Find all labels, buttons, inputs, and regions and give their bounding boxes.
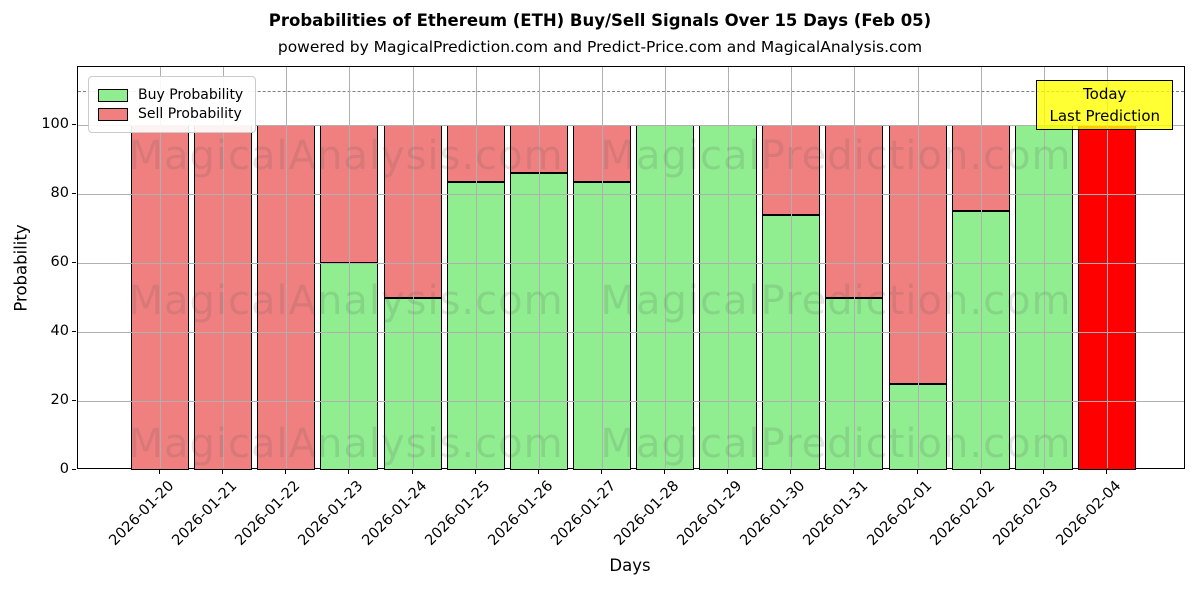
annotation-line-2: Last Prediction xyxy=(1049,107,1160,125)
x-tick-label-2026-01-31: 2026-01-31 xyxy=(800,478,872,549)
x-tick-label-2026-02-02: 2026-02-02 xyxy=(927,478,999,549)
legend-label-sell: Sell Probability xyxy=(138,106,242,122)
x-gridline-2026-01-31 xyxy=(854,67,856,468)
watermark-magicalanalysis-row1: MagicalAnalysis.com xyxy=(128,133,564,179)
x-gridline-2026-01-22 xyxy=(286,67,288,468)
x-tick-label-2026-01-26: 2026-01-26 xyxy=(485,478,557,549)
x-tick-mark-2026-01-30 xyxy=(790,470,792,474)
x-tick-mark-2026-02-02 xyxy=(979,470,981,474)
x-tick-label-2026-02-04: 2026-02-04 xyxy=(1053,478,1125,549)
x-tick-label-2026-02-03: 2026-02-03 xyxy=(990,478,1062,549)
x-gridline-2026-01-23 xyxy=(349,67,351,468)
x-gridline-2026-01-24 xyxy=(412,67,414,468)
x-tick-mark-2026-01-25 xyxy=(474,470,476,474)
sell-color-swatch xyxy=(98,107,128,121)
watermark-magicalanalysis-row2: MagicalAnalysis.com xyxy=(128,278,564,324)
x-tick-mark-2026-02-04 xyxy=(1105,470,1107,474)
y-tick-mark-60 xyxy=(72,262,76,263)
legend-entry-sell: Sell Probability xyxy=(98,106,243,122)
y-tick-mark-20 xyxy=(72,400,76,401)
x-tick-mark-2026-01-27 xyxy=(600,470,602,474)
x-tick-mark-2026-01-20 xyxy=(159,470,160,474)
plot-area: Buy Probability Sell Probability Today L… xyxy=(77,66,1185,470)
chart-title: Probabilities of Ethereum (ETH) Buy/Sell… xyxy=(268,11,932,30)
y-tick-mark-40 xyxy=(72,331,76,332)
x-tick-mark-2026-01-29 xyxy=(727,470,729,474)
x-tick-label-2026-01-29: 2026-01-29 xyxy=(674,478,746,549)
y-tick-mark-100 xyxy=(72,124,76,125)
x-tick-mark-2026-01-26 xyxy=(537,470,539,474)
x-gridline-2026-01-21 xyxy=(223,67,225,468)
x-tick-label-2026-01-24: 2026-01-24 xyxy=(358,478,430,549)
y-tick-label-40: 40 xyxy=(50,323,69,339)
x-gridline-2026-02-03 xyxy=(1043,67,1045,468)
x-tick-mark-2026-01-28 xyxy=(664,470,666,474)
y-gridline-40 xyxy=(78,332,1184,333)
watermark-magicalprediction-row1: MagicalPrediction.com xyxy=(600,133,1072,179)
x-tick-mark-2026-01-31 xyxy=(853,470,855,474)
x-tick-mark-2026-01-23 xyxy=(348,470,350,474)
x-tick-mark-2026-02-03 xyxy=(1042,470,1044,474)
x-gridline-2026-01-29 xyxy=(728,67,730,468)
today-last-prediction-label: Today Last Prediction xyxy=(1036,80,1173,130)
x-tick-label-2026-01-22: 2026-01-22 xyxy=(232,478,304,549)
y-gridline-60 xyxy=(78,263,1184,264)
x-gridline-2026-01-20 xyxy=(160,67,161,468)
watermark-magicalprediction-row2: MagicalPrediction.com xyxy=(600,278,1072,324)
x-tick-mark-2026-01-24 xyxy=(411,470,413,474)
x-tick-label-2026-01-27: 2026-01-27 xyxy=(548,478,620,549)
watermark-magicalprediction-row3: MagicalPrediction.com xyxy=(600,421,1072,467)
y-gridline-20 xyxy=(78,401,1184,402)
buy-color-swatch xyxy=(98,88,128,102)
x-tick-label-2026-02-01: 2026-02-01 xyxy=(863,478,935,549)
annotation-line-1: Today xyxy=(1083,85,1127,103)
x-tick-label-2026-01-25: 2026-01-25 xyxy=(422,478,493,549)
y-gridline-100 xyxy=(78,125,1184,126)
watermark-magicalanalysis-row3: MagicalAnalysis.com xyxy=(128,421,564,467)
x-tick-label-2026-01-30: 2026-01-30 xyxy=(737,478,809,549)
y-tick-mark-80 xyxy=(72,193,76,194)
y-tick-mark-0 xyxy=(72,469,76,470)
x-gridline-2026-02-01 xyxy=(917,67,919,468)
x-gridline-2026-02-02 xyxy=(980,67,982,468)
y-tick-label-80: 80 xyxy=(50,185,69,201)
x-tick-mark-2026-01-21 xyxy=(222,470,224,474)
legend-entry-buy: Buy Probability xyxy=(98,87,243,103)
x-gridline-2026-01-28 xyxy=(665,67,667,468)
x-tick-label-2026-01-23: 2026-01-23 xyxy=(295,478,367,549)
y-tick-label-60: 60 xyxy=(50,254,69,270)
chart-subtitle: powered by MagicalPrediction.com and Pre… xyxy=(277,38,923,56)
x-tick-label-2026-01-28: 2026-01-28 xyxy=(611,478,683,549)
y-gridline-80 xyxy=(78,194,1184,195)
legend-label-buy: Buy Probability xyxy=(138,87,244,103)
dashed-line-110 xyxy=(78,90,1184,92)
x-gridline-2026-01-30 xyxy=(791,67,793,468)
y-tick-label-20: 20 xyxy=(50,392,69,408)
x-tick-label-2026-01-21: 2026-01-21 xyxy=(169,478,241,549)
x-gridline-2026-01-26 xyxy=(538,67,540,468)
x-gridline-2026-01-27 xyxy=(601,67,603,468)
x-tick-mark-2026-02-01 xyxy=(916,470,918,474)
x-axis-title: Days xyxy=(609,556,651,575)
y-tick-label-100: 100 xyxy=(41,116,69,132)
x-gridline-2026-01-25 xyxy=(475,67,477,468)
x-gridline-2026-02-04 xyxy=(1106,67,1108,468)
x-tick-label-2026-01-20: 2026-01-20 xyxy=(106,478,178,549)
y-tick-label-0: 0 xyxy=(59,461,69,477)
x-tick-mark-2026-01-22 xyxy=(285,470,287,474)
chart-legend: Buy Probability Sell Probability xyxy=(88,76,257,133)
